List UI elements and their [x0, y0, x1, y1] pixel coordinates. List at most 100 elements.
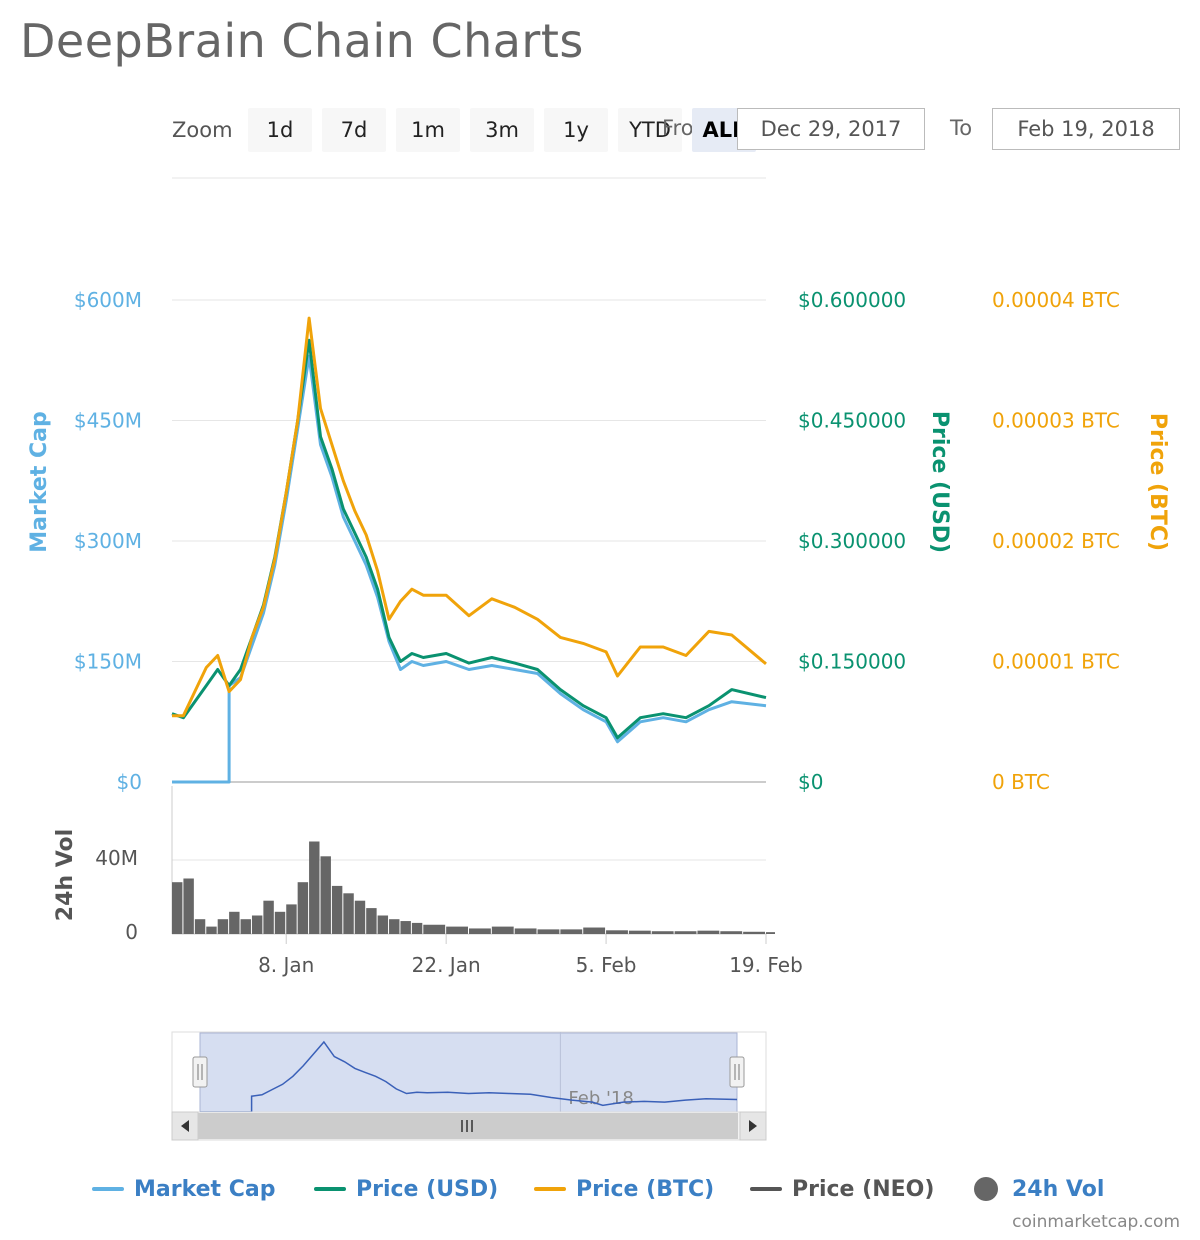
zoom-1m-button[interactable]: 1m [396, 108, 460, 152]
volume-dot-icon [974, 1177, 998, 1201]
volume-bar [297, 882, 309, 934]
price-btc-tick-label: 0 BTC [992, 770, 1050, 794]
legend-item-price-btc[interactable]: Price (BTC) [534, 1172, 714, 1206]
legend-label: Price (NEO) [792, 1176, 935, 1202]
volume-bar [389, 919, 400, 934]
volume-bar [194, 919, 206, 934]
volume-bar [583, 927, 606, 934]
navigator-handle [192, 1056, 208, 1088]
zoom-7d-button[interactable]: 7d [322, 108, 386, 152]
zoom-1y-button[interactable]: 1y [544, 108, 608, 152]
price-usd-tick-label: $0.150000 [798, 650, 906, 674]
price-btc-tick-label: 0.00003 BTC [992, 409, 1120, 433]
volume-bar [628, 930, 651, 934]
volume-bar [206, 926, 217, 934]
zoom-label: Zoom [172, 118, 233, 142]
from-date-input[interactable] [737, 108, 925, 150]
price-usd-tick-label: $0.300000 [798, 529, 906, 553]
volume-bar [606, 930, 628, 934]
volume-axis-title: 24h Vol [53, 829, 78, 921]
volume-tick-label: 40M [95, 846, 138, 870]
price-chart: $0 $150M $300M $450M $600M $0 $0.150000 $0.3000… [27, 177, 1170, 1141]
legend: Market Cap Price (USD) Price (BTC) Price… [0, 1172, 1200, 1206]
price-btc-axis-title: Price (BTC) [1145, 413, 1170, 551]
volume-bar [229, 911, 240, 934]
market-cap-tick-label: $450M [74, 409, 142, 433]
price-btc-line-icon [534, 1187, 566, 1191]
volume-bar [469, 928, 491, 934]
volume-bar [743, 931, 765, 934]
scrollbar-right-button [739, 1111, 767, 1141]
volume-bar [651, 931, 674, 934]
to-label: To [950, 116, 973, 140]
price-usd-line-icon [314, 1187, 346, 1191]
zoom-ytd-button[interactable]: YTD [618, 108, 682, 152]
scrollbar-thumb [198, 1113, 738, 1139]
volume-bar [491, 926, 514, 934]
volume-bar [183, 878, 194, 934]
legend-label: 24h Vol [1012, 1176, 1105, 1202]
page-title: DeepBrain Chain Charts [20, 14, 584, 68]
x-tick-label: 8. Jan [258, 953, 314, 977]
navigator-series-line [200, 1040, 738, 1113]
legend-label: Price (BTC) [576, 1176, 715, 1202]
x-tick-label: 5. Feb [576, 953, 637, 977]
volume-bar [354, 900, 366, 934]
price-btc-tick-label: 0.00004 BTC [992, 288, 1120, 312]
price-usd-tick-label: $0 [798, 770, 823, 794]
volume-bar [366, 908, 377, 934]
x-tick-label: 19. Feb [729, 953, 803, 977]
series-line-price-btc [172, 316, 767, 718]
volume-bar [697, 930, 720, 934]
volume-tick-label: 0 [125, 920, 138, 944]
price-btc-tick-label: 0.00001 BTC [992, 650, 1120, 674]
volume-bar [537, 929, 560, 934]
legend-item-price-neo[interactable]: Price (NEO) [750, 1172, 934, 1206]
volume-bar [514, 928, 537, 934]
price-btc-tick-label: 0.00002 BTC [992, 529, 1120, 553]
legend-label: Price (USD) [356, 1176, 499, 1202]
volume-bar [286, 904, 297, 934]
volume-bar [320, 856, 331, 934]
volume-bar [720, 931, 743, 934]
market-cap-line-icon [92, 1187, 124, 1191]
to-date-input[interactable] [992, 108, 1180, 150]
zoom-1d-button[interactable]: 1d [248, 108, 312, 152]
volume-bar [674, 931, 697, 934]
navigator-handle [729, 1056, 745, 1088]
market-cap-tick-label: $0 [117, 770, 142, 794]
price-neo-line-icon [750, 1187, 782, 1191]
market-cap-tick-label: $300M [74, 529, 142, 553]
volume-bar [377, 915, 389, 934]
navigator-selection [199, 1032, 738, 1113]
market-cap-tick-label: $600M [74, 288, 142, 312]
volume-bar [560, 929, 583, 934]
navigator-date-label: Feb '18 [568, 1088, 633, 1109]
price-usd-axis-title: Price (USD) [927, 411, 952, 553]
scroll-right-arrow-icon [749, 1120, 757, 1132]
volume-bar [263, 900, 274, 934]
volume-bar [217, 919, 229, 934]
legend-item-24h-vol[interactable]: 24h Vol [974, 1172, 1104, 1206]
market-cap-tick-label: $150M [74, 650, 142, 674]
price-usd-tick-label: $0.600000 [798, 288, 906, 312]
legend-item-market-cap[interactable]: Market Cap [92, 1172, 275, 1206]
series-line-price-usd [171, 338, 767, 740]
volume-bar [400, 921, 411, 934]
volume-bar [446, 926, 468, 934]
volume-bar [240, 919, 251, 934]
price-usd-tick-label: $0.450000 [798, 409, 906, 433]
volume-bar [309, 841, 320, 934]
x-tick-label: 22. Jan [412, 953, 481, 977]
volume-bar [411, 922, 423, 934]
zoom-3m-button[interactable]: 3m [470, 108, 534, 152]
volume-bar [766, 932, 775, 934]
volume-bar [251, 915, 263, 934]
volume-bar [331, 885, 343, 934]
volume-bar [172, 882, 183, 934]
legend-item-price-usd[interactable]: Price (USD) [314, 1172, 498, 1206]
scroll-left-arrow-icon [181, 1120, 189, 1132]
volume-bar [343, 893, 354, 934]
legend-label: Market Cap [134, 1176, 276, 1202]
credits: coinmarketcap.com [1012, 1212, 1180, 1232]
